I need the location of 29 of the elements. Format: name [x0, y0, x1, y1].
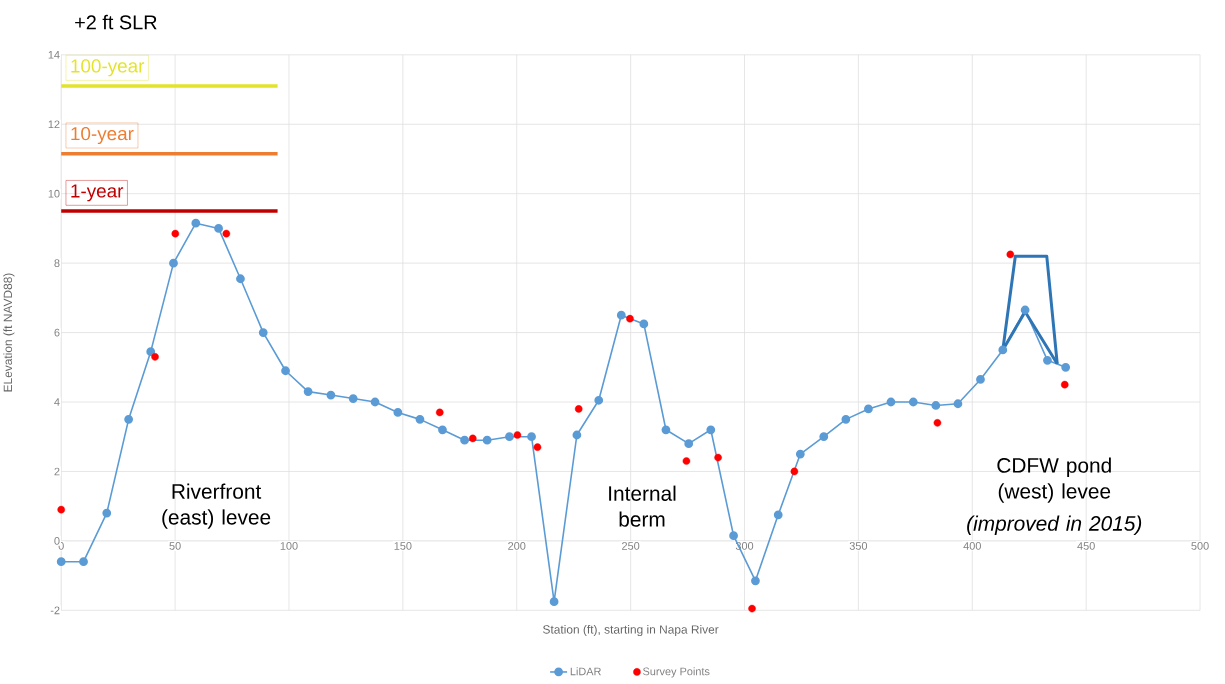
x-tick-label: 100: [280, 542, 298, 550]
ref-line-label: 10-year: [71, 126, 134, 144]
x-tick-label: 350: [849, 542, 868, 550]
y-tick-label: 8: [54, 259, 60, 267]
y-tick-label: 12: [48, 120, 60, 129]
x-tick-label: 400: [963, 542, 981, 550]
x-tick-label: 500: [1191, 542, 1209, 550]
y-tick-label: 14: [48, 51, 60, 59]
y-tick-label: 10: [48, 189, 60, 198]
legend-label: Survey Points: [643, 667, 710, 678]
ref-line-label: 1-year: [71, 184, 124, 202]
annotation: Internal berm: [609, 485, 676, 527]
annotation: Riverfront (east) levee: [162, 483, 271, 529]
x-axis-title: Station (ft), starting in Napa River: [543, 624, 719, 636]
chart-title: +2 ft SLR: [75, 14, 157, 30]
annotation: (improved in 2015): [967, 515, 1142, 535]
x-tick-label: 250: [622, 542, 640, 550]
x-tick-label: 200: [508, 542, 526, 550]
y-axis-title: ELevation (ft NAVD88): [3, 273, 15, 392]
legend-label: LiDAR: [570, 667, 601, 676]
annotation: CDFW pond (west) levee: [997, 457, 1111, 503]
x-tick-label: 50: [169, 542, 181, 550]
y-tick-label: 6: [54, 328, 60, 337]
y-tick-label: -2: [50, 606, 60, 615]
y-tick-label: 4: [54, 398, 60, 406]
ref-line-label: 100-year: [71, 59, 145, 77]
x-tick-label: 450: [1077, 542, 1095, 550]
y-tick-label: 2: [54, 467, 60, 476]
x-tick-label: 150: [394, 542, 412, 550]
